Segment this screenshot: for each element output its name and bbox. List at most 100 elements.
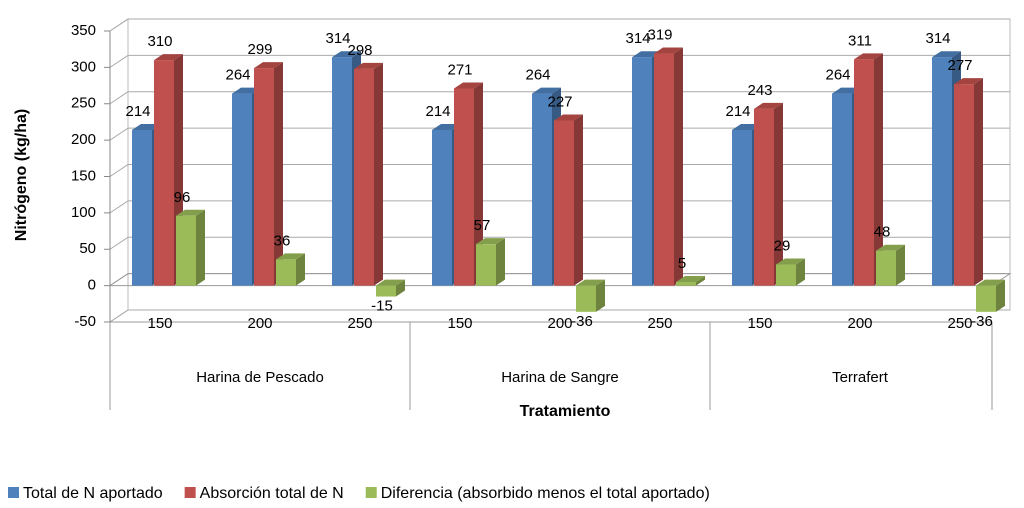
group-label: Harina de Sangre	[501, 369, 619, 386]
bar-top	[376, 279, 405, 286]
bar	[632, 57, 652, 286]
bar-top	[654, 47, 683, 54]
group-label: Terrafert	[832, 369, 889, 386]
grid-line	[109, 18, 1010, 32]
y-tick-label: 150	[71, 167, 96, 184]
bar	[276, 259, 296, 286]
bar-side	[896, 244, 905, 286]
data-label: -15	[371, 298, 393, 315]
data-label: 271	[447, 61, 472, 78]
legend-swatch	[8, 487, 19, 498]
data-label: 57	[474, 217, 491, 234]
bar-side	[874, 53, 883, 286]
bar-top	[876, 244, 905, 251]
bar	[532, 93, 552, 286]
bar	[976, 285, 996, 312]
bar	[476, 244, 496, 286]
grid-line	[109, 127, 1010, 141]
bar	[432, 129, 452, 286]
x-tick-label: 250	[647, 315, 672, 332]
bar	[232, 93, 252, 286]
data-label: 310	[147, 33, 172, 50]
y-tick-label: 50	[79, 240, 96, 257]
bar	[454, 88, 474, 286]
x-tick-label: 150	[147, 315, 172, 332]
bar-top	[432, 123, 461, 130]
bar-top	[554, 114, 583, 121]
y-tick-label: 100	[71, 204, 96, 221]
group-label: Harina de Pescado	[196, 369, 324, 386]
bar-side	[674, 47, 683, 286]
data-label: 29	[774, 237, 791, 254]
bar	[354, 68, 374, 286]
data-label: 319	[647, 27, 672, 44]
bar-top	[732, 123, 761, 130]
bar-top	[254, 62, 283, 69]
data-label: 264	[525, 67, 550, 84]
data-label: 311	[848, 32, 872, 49]
grid-line	[109, 91, 1010, 105]
bar	[654, 53, 674, 286]
y-tick-label: 250	[71, 95, 96, 112]
bar-top	[232, 87, 261, 94]
data-label: 48	[874, 224, 891, 241]
y-tick-label: 0	[88, 277, 96, 294]
data-label: 298	[347, 42, 372, 59]
bar	[954, 84, 974, 286]
bar	[576, 285, 596, 312]
data-label: 264	[825, 67, 850, 84]
x-axis-label: Tratamiento	[520, 403, 611, 420]
bar	[332, 57, 352, 286]
data-label: 96	[174, 189, 191, 206]
bar-top	[176, 209, 205, 216]
legend-swatch	[184, 487, 196, 498]
bar-side	[696, 275, 705, 286]
y-tick-label: -50	[74, 313, 96, 330]
x-tick-label: 250	[347, 315, 372, 332]
bar-side	[796, 258, 805, 286]
bar-top	[832, 87, 861, 94]
bar-top	[532, 87, 561, 94]
y-tick-label: 300	[71, 58, 96, 75]
bar	[176, 215, 196, 286]
y-tick-label: 200	[71, 131, 96, 148]
bar-side	[774, 102, 783, 286]
bar-side	[274, 62, 283, 286]
bar-top	[776, 258, 805, 265]
grid-line	[109, 200, 1010, 214]
bar	[132, 129, 152, 286]
bar-top	[632, 51, 661, 58]
data-label: 227	[547, 93, 572, 110]
bar-side	[374, 62, 383, 286]
data-label: 5	[678, 255, 686, 272]
bar-top	[932, 51, 961, 58]
bar	[554, 120, 574, 286]
bar	[854, 59, 874, 286]
bar	[676, 281, 696, 286]
y-tick-label: 350	[71, 22, 96, 39]
bar-top	[476, 238, 505, 245]
data-label: 264	[225, 67, 250, 84]
data-label: 243	[747, 82, 772, 99]
bar-side	[574, 114, 583, 286]
legend-label: Absorción total de N	[200, 485, 344, 502]
data-label: 314	[325, 30, 350, 47]
bar-top	[954, 78, 983, 85]
bar-side	[596, 279, 605, 312]
bar-side	[496, 238, 505, 286]
grid-line	[109, 236, 1010, 250]
bar-side	[296, 253, 305, 286]
bar	[832, 93, 852, 286]
bar	[876, 250, 896, 286]
bar-top	[354, 62, 383, 69]
x-tick-label: 150	[447, 315, 472, 332]
data-label: 214	[725, 103, 750, 120]
x-tick-label: 200	[547, 315, 572, 332]
x-tick-label: 150	[747, 315, 772, 332]
bar-top	[676, 275, 705, 282]
bar	[754, 108, 774, 286]
bar	[254, 68, 274, 286]
data-label: 314	[625, 30, 650, 47]
bar-top	[154, 54, 183, 61]
